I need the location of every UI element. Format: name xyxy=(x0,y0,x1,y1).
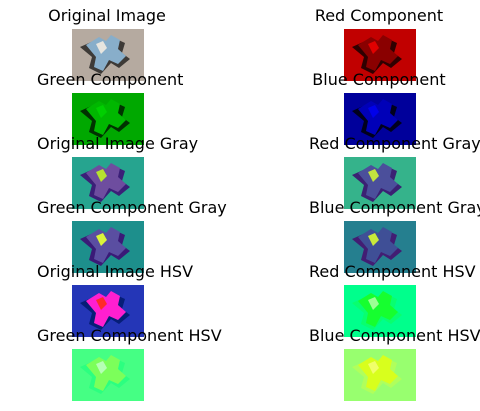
panel-image-red xyxy=(344,29,416,81)
panel-image-original xyxy=(72,29,144,81)
image-accent-shape xyxy=(96,361,107,374)
panel-image-original-gray xyxy=(72,157,144,209)
image-accent-shape xyxy=(368,361,379,374)
image-accent-shape xyxy=(96,105,107,118)
image-accent-shape xyxy=(368,297,379,310)
panel-image-original-hsv xyxy=(72,285,144,337)
panel-title: Blue Component HSV xyxy=(309,326,480,345)
panel-red-component-hsv: Red Component HSV xyxy=(309,262,476,337)
image-accent-shape xyxy=(96,41,107,54)
panel-red-component-gray: Red Component Gray xyxy=(309,134,480,209)
panel-image-red-gray xyxy=(344,157,416,209)
panel-original-image-gray: Original Image Gray xyxy=(37,134,199,209)
panel-title: Green Component HSV xyxy=(37,326,222,345)
image-accent-shape xyxy=(368,233,379,246)
panel-title: Red Component xyxy=(314,6,444,25)
panel-title: Original Image HSV xyxy=(37,262,194,281)
panel-image-red-hsv xyxy=(344,285,416,337)
panel-blue-component-gray: Blue Component Gray xyxy=(309,198,480,273)
panel-image-green-gray xyxy=(72,221,144,273)
panel-image-blue xyxy=(344,93,416,145)
panel-original-image: Original Image xyxy=(37,7,177,81)
panel-title: Original Image xyxy=(48,6,166,25)
panel-image-green-hsv xyxy=(72,349,144,401)
image-accent-shape xyxy=(368,105,379,118)
panel-title: Red Component HSV xyxy=(309,262,476,281)
image-accent-shape xyxy=(368,169,379,182)
panel-title: Green Component xyxy=(37,70,184,89)
panel-image-blue-gray xyxy=(344,221,416,273)
panel-title: Original Image Gray xyxy=(37,134,199,153)
image-accent-shape xyxy=(368,41,379,54)
panel-green-component-gray: Green Component Gray xyxy=(37,198,227,273)
panel-red-component: Red Component xyxy=(309,7,449,81)
image-accent-shape xyxy=(96,297,107,310)
panel-image-green xyxy=(72,93,144,145)
panel-title: Blue Component xyxy=(312,70,446,89)
panel-green-component: Green Component xyxy=(37,70,184,145)
panel-blue-component: Blue Component xyxy=(309,71,449,145)
panel-title: Red Component Gray xyxy=(309,134,480,153)
panel-original-image-hsv: Original Image HSV xyxy=(37,262,194,337)
panel-blue-component-hsv: Blue Component HSV xyxy=(309,326,480,401)
image-accent-shape xyxy=(96,169,107,182)
panel-title: Blue Component Gray xyxy=(309,198,480,217)
panel-green-component-hsv: Green Component HSV xyxy=(37,326,222,401)
image-accent-shape xyxy=(96,233,107,246)
panel-image-blue-hsv xyxy=(344,349,416,401)
panel-title: Green Component Gray xyxy=(37,198,227,217)
